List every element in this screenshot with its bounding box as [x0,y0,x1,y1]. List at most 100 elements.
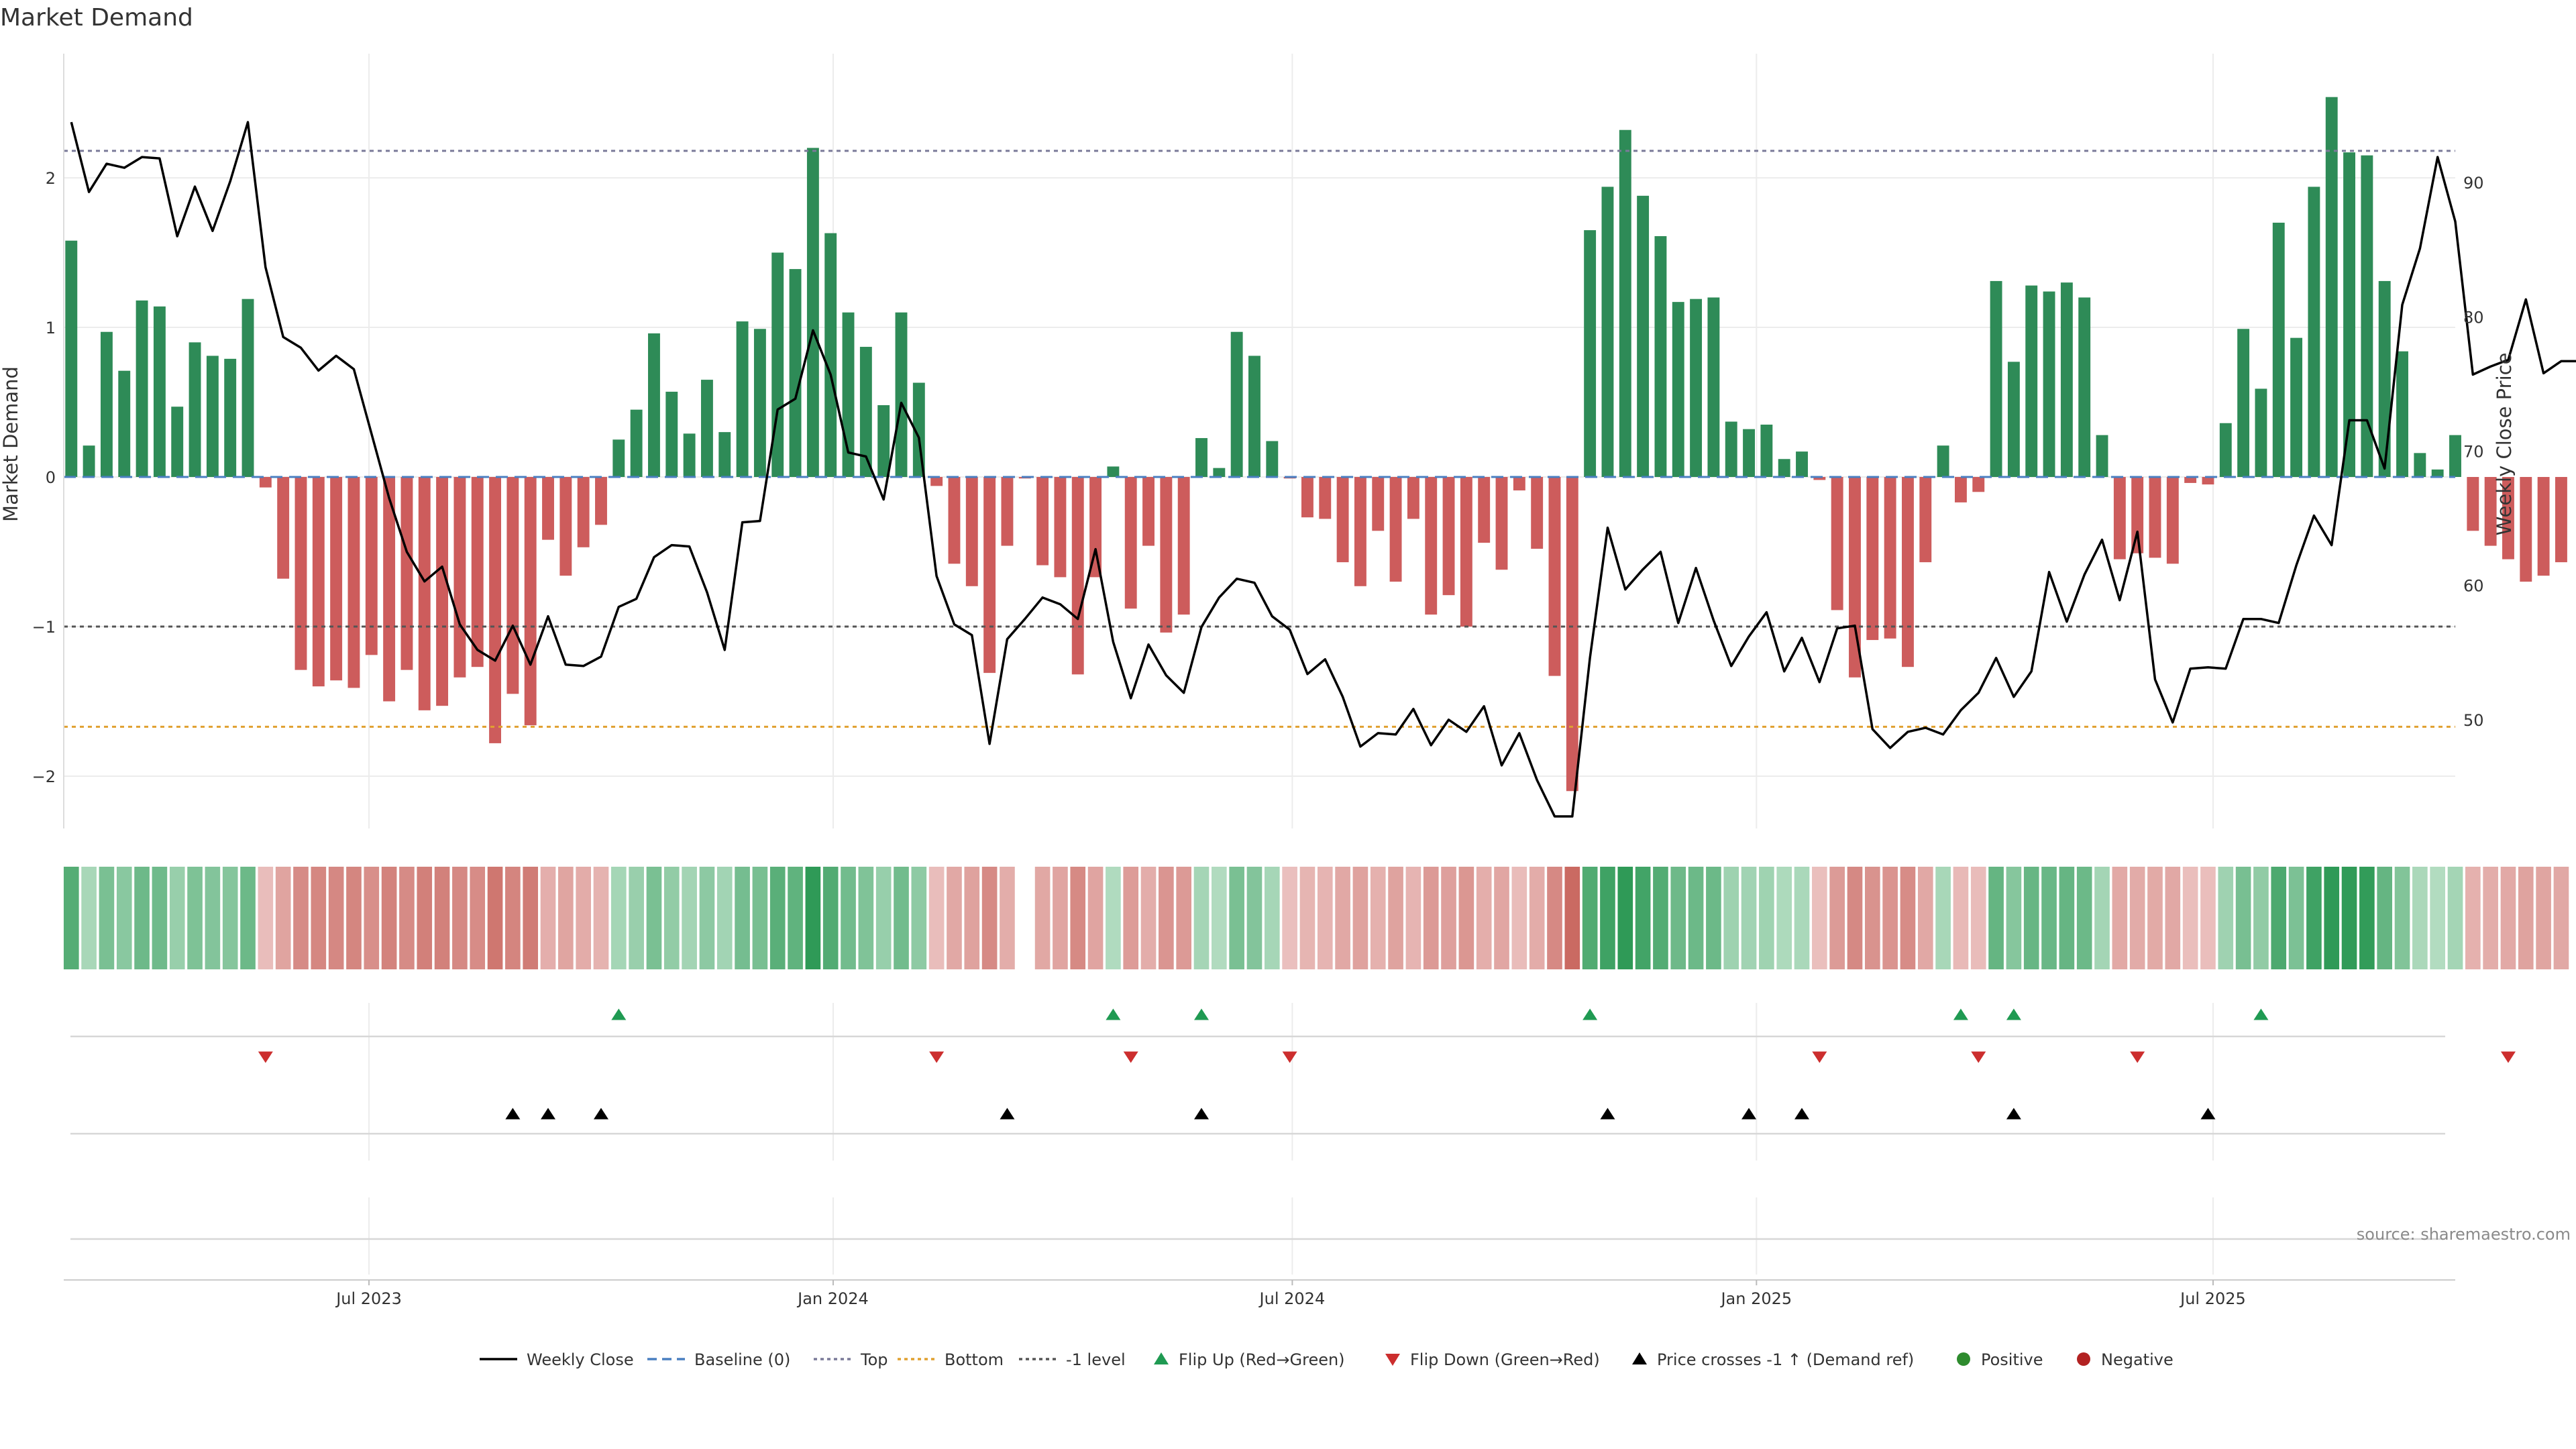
demand-bar-negative [436,477,449,706]
heat-cell [1864,867,1880,969]
demand-bar-positive [2060,282,2073,478]
demand-bar-positive [2431,469,2444,478]
heat-cell [2271,867,2287,969]
heat-cell [1441,867,1456,969]
demand-bar-negative [259,477,272,488]
reference-lines [64,150,2455,728]
y-tick-label-left: 0 [46,468,56,487]
heat-cell [2394,867,2410,969]
heat-cell [682,867,697,969]
axes: 2 1 0 −1 −2 90 80 70 60 50 [32,54,2484,828]
y-tick-label-right: 80 [2463,308,2484,327]
heat-cell [822,867,839,969]
heat-cell [2536,867,2551,969]
heat-cell [1193,867,1210,969]
flip-up-marker [1106,1008,1121,1020]
heat-cell [452,867,468,969]
heat-cell [2447,867,2463,969]
y-tick-label-left: −2 [32,767,56,786]
heat-cell [540,867,556,969]
heat-cell [1388,867,1403,969]
demand-bar-negative [1902,477,1914,667]
heat-cell [1847,867,1863,969]
heat-cell [1282,867,1297,969]
heat-cell [805,867,821,969]
heat-cell [1087,867,1104,969]
demand-bar-negative [489,477,502,743]
heat-cell [2112,867,2128,969]
demand-bar-positive [2219,423,2232,478]
heat-cell [2094,867,2110,969]
demand-bar-negative [1354,477,1366,586]
demand-bar-negative [1972,477,1985,492]
heat-cell [523,867,539,969]
y-tick-label-right: 90 [2463,174,2484,193]
y-axis-label-left: Market Demand [0,366,22,522]
demand-bar-positive [2272,222,2285,478]
legend-item: Negative [2077,1350,2174,1369]
demand-bar-negative [524,477,537,726]
heat-cell [2465,867,2481,969]
demand-bar-negative [948,477,961,564]
heat-cell [788,867,803,969]
demand-bar-positive [1778,459,1790,478]
heat-cell [1123,867,1139,969]
demand-bar-positive [2237,329,2250,478]
heat-cell [911,867,927,969]
legend-label: -1 level [1066,1350,1126,1369]
legend-swatch [1385,1354,1400,1366]
price-cross-marker [505,1108,521,1120]
heat-cell [629,867,644,969]
demand-bar-positive [612,439,625,478]
demand-bar-positive [877,405,890,478]
demand-bar-negative [2520,477,2532,582]
demand-bar-negative [2484,477,2497,546]
heat-cell [1264,867,1280,969]
event-markers [70,1008,2516,1240]
heat-cell [134,867,150,969]
price-cross-marker [1600,1108,1615,1120]
heat-cell [1140,867,1157,969]
demand-bar-positive [2449,435,2461,478]
heat-cell [1547,867,1562,969]
heat-cell [2023,867,2039,969]
demand-bar-positive [2308,186,2320,478]
y-tick-label-left: 1 [46,319,56,337]
demand-bar-negative [312,477,325,687]
heat-cell [1635,867,1651,969]
demand-bar-positive [1937,445,1949,478]
flip-down-marker [2500,1051,2516,1063]
y-axis-label-right: Weekly Close Price [2493,353,2516,536]
demand-bar-positive [718,432,731,478]
heat-cell [1352,867,1368,969]
heat-cell [1034,867,1051,969]
demand-bar-negative [1336,477,1349,563]
demand-bar-negative [1866,477,1879,641]
heat-cell [2341,867,2357,969]
heat-cell [1212,867,1227,969]
heat-cell [434,867,450,969]
heat-cell [558,867,574,969]
demand-bar-negative [1813,477,1826,480]
demand-bar-negative [1919,477,1932,563]
heat-cell [152,867,168,969]
demand-bar-negative [1036,477,1049,566]
heat-cell [593,867,609,969]
heat-cell [417,867,433,969]
demand-bar-negative [1407,477,1419,519]
x-tick-label: Jul 2025 [2179,1289,2246,1308]
demand-bar-positive [241,299,254,478]
x-tick-label: Jul 2024 [1258,1289,1326,1308]
demand-bar-negative [471,477,484,667]
heat-cell [1106,867,1121,969]
demand-bar-positive [189,342,201,478]
legend-label: Top [860,1350,888,1369]
demand-bar-positive [1619,129,1631,478]
demand-bar-positive [1107,466,1120,478]
source-credit: source: sharemaestro.com [2357,1225,2571,1244]
heat-cell [947,867,962,969]
demand-bar-negative [2149,477,2161,558]
demand-bar-positive [224,358,237,478]
demand-bar-negative [559,477,572,576]
flip-down-marker [1123,1051,1138,1063]
